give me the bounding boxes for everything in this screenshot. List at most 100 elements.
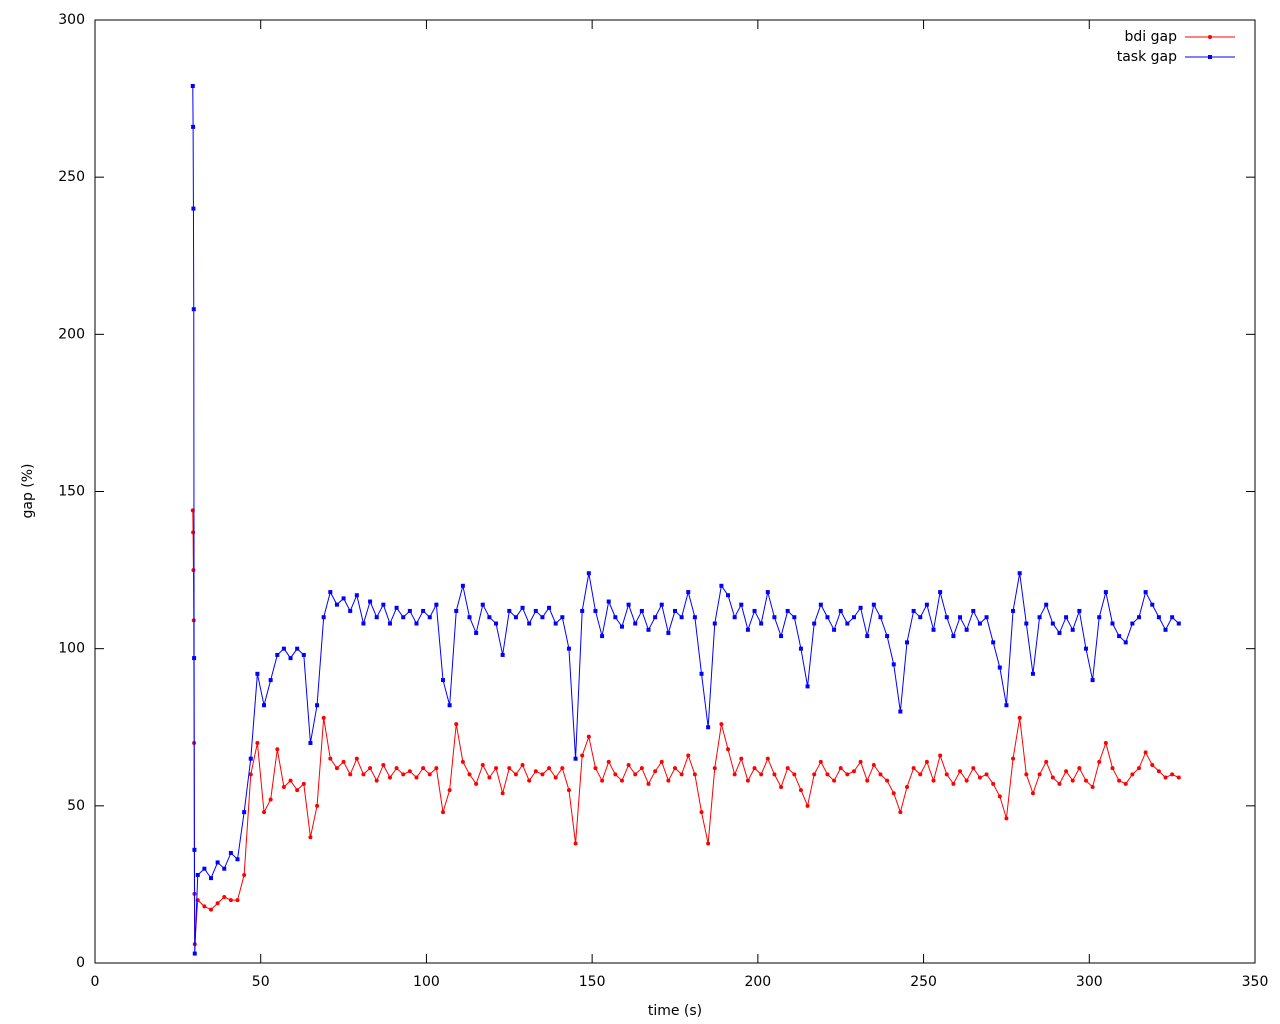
data-point [1170, 615, 1175, 620]
data-point [222, 894, 227, 899]
y-tick-label: 100 [58, 641, 85, 657]
data-point [739, 756, 744, 761]
data-point [361, 621, 366, 626]
data-point [865, 634, 870, 639]
data-point [387, 621, 392, 626]
data-point [315, 803, 320, 808]
data-point [540, 615, 545, 620]
data-point [381, 762, 386, 767]
data-point [653, 769, 658, 774]
data-point [513, 615, 518, 620]
data-point [1130, 772, 1135, 777]
data-point [547, 605, 552, 610]
data-point [898, 709, 903, 714]
x-tick-label: 250 [910, 974, 937, 990]
data-point [679, 615, 684, 620]
data-point [275, 652, 280, 657]
data-point [1044, 602, 1049, 607]
data-point [885, 634, 890, 639]
data-point [944, 772, 949, 777]
data-point [1103, 740, 1108, 745]
data-point [494, 621, 499, 626]
data-point [600, 634, 605, 639]
data-point [255, 671, 260, 676]
data-point [692, 772, 697, 777]
data-point [666, 630, 671, 635]
data-point [460, 583, 465, 588]
data-point [295, 788, 300, 793]
data-point [1017, 715, 1022, 720]
data-point [1017, 571, 1022, 576]
data-point [871, 602, 876, 607]
data-point [792, 615, 797, 620]
data-point [1123, 781, 1128, 786]
data-point [507, 608, 512, 613]
data-point [1011, 756, 1016, 761]
data-point [1123, 640, 1128, 645]
data-point [977, 775, 982, 780]
data-point [971, 766, 976, 771]
data-point [315, 703, 320, 708]
data-point [606, 599, 611, 604]
data-point [759, 772, 764, 777]
data-point [447, 788, 452, 793]
data-point [633, 621, 638, 626]
data-point [228, 850, 233, 855]
x-tick-label: 350 [1242, 974, 1269, 990]
x-tick-label: 150 [579, 974, 606, 990]
data-point [191, 568, 196, 573]
data-point [1143, 590, 1148, 595]
x-tick-label: 0 [91, 974, 100, 990]
data-point [520, 605, 525, 610]
data-point [467, 615, 472, 620]
data-point [719, 722, 724, 727]
data-point [745, 627, 750, 632]
data-point [805, 803, 810, 808]
data-point [288, 778, 293, 783]
data-point [321, 615, 326, 620]
data-point [878, 615, 883, 620]
data-point [215, 901, 220, 906]
data-point [785, 766, 790, 771]
y-tick-label: 300 [58, 12, 85, 28]
data-point [334, 766, 339, 771]
data-point [192, 847, 197, 852]
data-point [679, 772, 684, 777]
data-point [1090, 784, 1095, 789]
data-point [573, 756, 578, 761]
data-point [726, 747, 731, 752]
data-point [871, 762, 876, 767]
data-point [560, 615, 565, 620]
data-point [639, 766, 644, 771]
data-point [560, 766, 565, 771]
data-point [991, 640, 996, 645]
data-point [1097, 759, 1102, 764]
data-point [520, 762, 525, 767]
data-point [1137, 766, 1141, 771]
data-point [646, 627, 651, 632]
data-point [301, 652, 306, 657]
data-point [739, 602, 744, 607]
data-point [673, 608, 677, 613]
data-point [951, 781, 956, 786]
data-point [805, 684, 810, 689]
data-point [381, 602, 386, 607]
data-point [586, 571, 591, 576]
data-point [328, 590, 333, 595]
data-point [984, 772, 989, 777]
data-point [911, 766, 916, 771]
data-point [262, 703, 267, 708]
data-point [262, 810, 267, 815]
data-point [1090, 678, 1095, 683]
data-point [1176, 621, 1181, 626]
data-point [1024, 772, 1029, 777]
data-point [858, 605, 863, 610]
data-point [878, 772, 883, 777]
data-point [958, 769, 963, 774]
data-point [1110, 766, 1115, 771]
data-point [1137, 615, 1141, 620]
data-point [984, 615, 989, 620]
data-point [421, 608, 426, 613]
data-point [633, 772, 638, 777]
data-point [553, 621, 558, 626]
